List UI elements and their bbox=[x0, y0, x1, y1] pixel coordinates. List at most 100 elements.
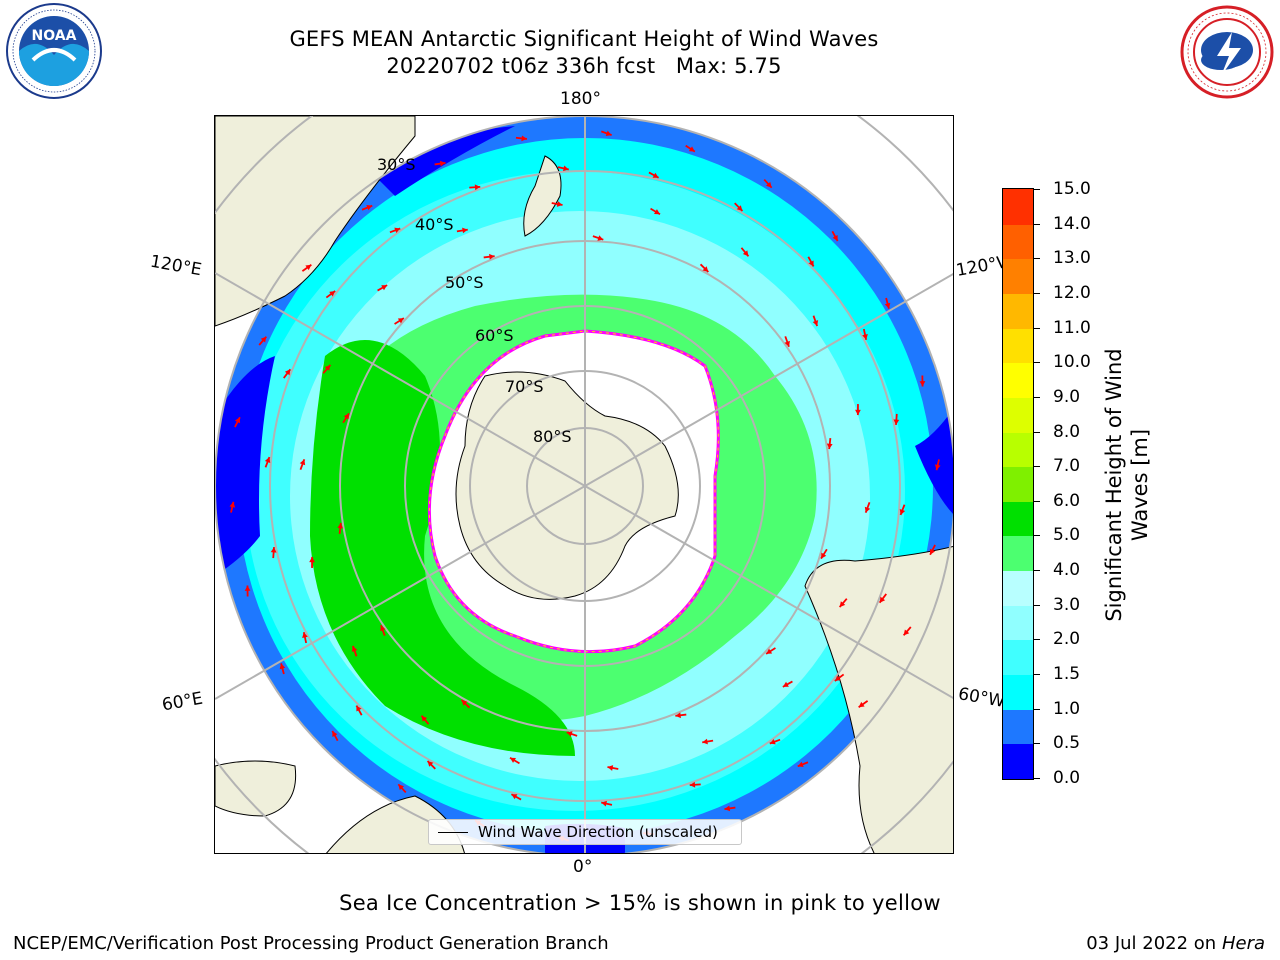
wind-wave-arrowhead bbox=[351, 645, 358, 652]
colorbar-tick-label: 11.0 bbox=[1053, 317, 1091, 338]
colorbar-bin bbox=[1003, 466, 1033, 502]
lat-label-40s: 40°S bbox=[415, 215, 454, 234]
colorbar-tick bbox=[1034, 500, 1040, 502]
wind-wave-arrowhead bbox=[858, 701, 865, 708]
footer-date: 03 Jul 2022 on Hera bbox=[1086, 933, 1265, 954]
colorbar-tick bbox=[1034, 258, 1040, 260]
lat-label-80s: 80°S bbox=[533, 427, 572, 446]
colorbar-bin bbox=[1003, 397, 1033, 433]
wind-wave-arrowhead bbox=[839, 601, 846, 608]
wind-wave-arrowhead bbox=[797, 761, 804, 768]
noaa-logo-text: NOAA bbox=[32, 28, 77, 44]
lon-label-0: 0° bbox=[573, 857, 593, 877]
wind-wave-arrowhead bbox=[742, 250, 749, 257]
wind-wave-arrowhead bbox=[356, 705, 362, 712]
lon-label-120e: 120°E bbox=[148, 251, 204, 281]
wave-band-0-5m-left bbox=[215, 356, 275, 576]
wind-wave-arrowhead bbox=[601, 800, 607, 807]
wind-wave-arrowhead bbox=[919, 381, 926, 387]
wind-wave-arrowhead bbox=[381, 285, 388, 291]
wind-wave-arrowhead bbox=[808, 260, 814, 267]
wind-wave-arrowhead bbox=[675, 712, 681, 719]
wind-wave-arrowhead bbox=[461, 699, 468, 706]
wave-band-5-0m bbox=[310, 340, 575, 756]
wind-wave-arrowhead bbox=[394, 227, 401, 234]
madagascar-land bbox=[215, 760, 297, 817]
wind-wave-arrowhead bbox=[832, 235, 838, 242]
colorbar-tick-label: 6.0 bbox=[1053, 490, 1081, 511]
wind-wave-arrowhead bbox=[324, 364, 331, 371]
colorbar bbox=[1002, 188, 1034, 780]
wind-wave-arrowhead bbox=[597, 235, 604, 241]
australia-land bbox=[215, 116, 416, 327]
wind-wave-arrowhead bbox=[284, 369, 291, 376]
chart-subtitle: 20220702 t06z 336h fcst Max: 5.75 bbox=[386, 54, 782, 78]
wind-wave-arrowhead bbox=[702, 738, 708, 745]
wind-wave-arrowhead bbox=[398, 784, 405, 791]
colorbar-tick bbox=[1034, 223, 1040, 225]
wind-wave-arrowhead bbox=[264, 457, 271, 463]
wind-wave-arrowhead bbox=[724, 805, 731, 812]
colorbar-bin bbox=[1003, 189, 1033, 225]
wind-wave-arrowhead bbox=[607, 765, 614, 771]
legend-label: Wind Wave Direction (unscaled) bbox=[478, 823, 718, 841]
colorbar-tick-label: 1.5 bbox=[1053, 664, 1081, 685]
wind-wave-arrowhead bbox=[329, 290, 336, 297]
wind-wave-arrowhead bbox=[343, 413, 349, 420]
colorbar-bin bbox=[1003, 258, 1033, 294]
wind-wave-arrowhead bbox=[834, 675, 841, 682]
colorbar-bin bbox=[1003, 709, 1033, 745]
colorbar-bin bbox=[1003, 501, 1033, 537]
colorbar-tick-label: 0.0 bbox=[1053, 768, 1081, 788]
wind-wave-arrowhead bbox=[305, 264, 312, 271]
wind-wave-arrowhead bbox=[765, 181, 772, 188]
lat-label-60s: 60°S bbox=[475, 326, 514, 345]
colorbar-tick-label: 4.0 bbox=[1053, 560, 1081, 581]
wind-wave-arrowhead bbox=[893, 419, 900, 425]
wind-wave-arrowhead bbox=[229, 501, 236, 508]
colorbar-tick-label: 1.0 bbox=[1053, 698, 1081, 719]
wind-wave-arrowhead bbox=[855, 409, 861, 416]
wind-wave-arrowhead bbox=[884, 302, 891, 309]
colorbar-tick bbox=[1034, 674, 1040, 676]
lon-label-60e: 60°E bbox=[160, 688, 205, 716]
wind-wave-arrowhead bbox=[812, 320, 819, 327]
legend-line-swatch bbox=[438, 832, 468, 833]
graticule bbox=[215, 116, 953, 853]
colorbar-tick bbox=[1034, 535, 1040, 537]
wind-wave-arrowhead bbox=[929, 548, 936, 555]
colorbar-tick bbox=[1034, 778, 1040, 779]
wind-wave-arrowhead bbox=[688, 146, 695, 152]
wind-wave-arrowhead bbox=[489, 253, 495, 260]
south-america-land bbox=[804, 545, 953, 853]
colorbar-tick-label: 7.0 bbox=[1053, 456, 1081, 477]
colorbar-bin bbox=[1003, 328, 1033, 364]
map-canvas: 30°S 40°S 50°S 60°S 70°S 80°S bbox=[215, 116, 953, 853]
wind-wave-arrowhead bbox=[421, 715, 428, 722]
wind-wave-arrowhead bbox=[903, 629, 910, 636]
wind-wave-arrowhead bbox=[862, 334, 868, 340]
wind-wave-arrowhead bbox=[302, 632, 308, 638]
lon-label-180: 180° bbox=[560, 89, 601, 109]
lat-label-70s: 70°S bbox=[505, 377, 544, 396]
wind-wave-arrowhead bbox=[899, 509, 906, 515]
wind-wave-arrowhead bbox=[826, 443, 833, 450]
colorbar-tick bbox=[1034, 396, 1040, 398]
colorbar-tick bbox=[1034, 466, 1040, 468]
colorbar-tick-label: 3.0 bbox=[1053, 594, 1081, 615]
wind-wave-arrowhead bbox=[782, 681, 789, 687]
wave-band-0-5m-right bbox=[915, 406, 953, 516]
colorbar-bin bbox=[1003, 605, 1033, 641]
footer-credit: NCEP/EMC/Verification Post Processing Pr… bbox=[13, 933, 609, 954]
wind-wave-arrowhead bbox=[366, 204, 373, 211]
wind-wave-arrowhead bbox=[427, 761, 434, 767]
polar-map: 30°S 40°S 50°S 60°S 70°S 80°S bbox=[214, 115, 954, 854]
lat-label-50s: 50°S bbox=[445, 273, 484, 292]
colorbar-tick-label: 0.5 bbox=[1053, 733, 1081, 754]
colorbar-bin bbox=[1003, 674, 1033, 710]
antarctica-land bbox=[455, 371, 679, 600]
colorbar-bin bbox=[1003, 431, 1033, 468]
wind-wave-arrowhead bbox=[654, 209, 661, 215]
wind-wave-arrowhead bbox=[689, 781, 696, 788]
wind-wave-arrowhead bbox=[605, 130, 612, 137]
